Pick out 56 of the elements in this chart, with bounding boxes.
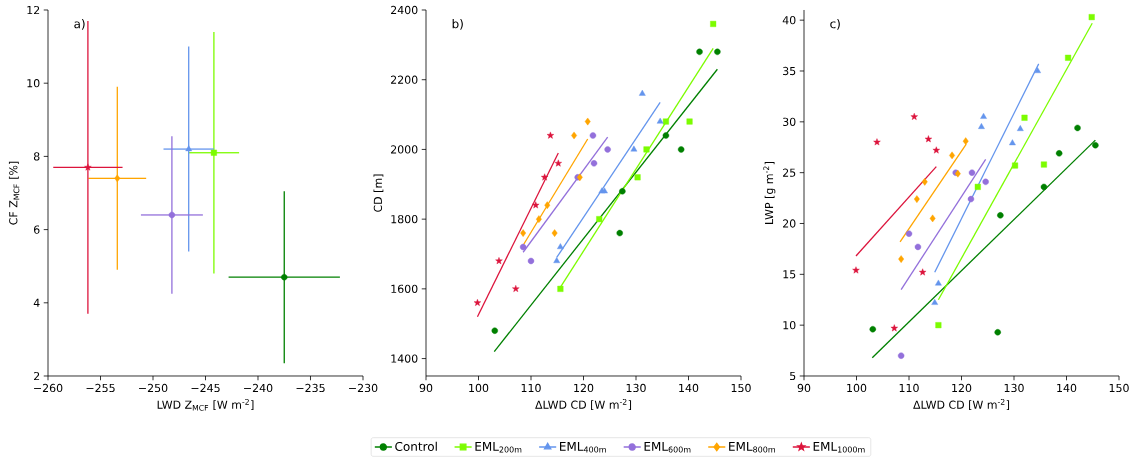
y-tick-label: 2400 (391, 5, 418, 15)
legend-label: EML$_{600m}$ (644, 441, 691, 453)
x-tick-label: 150 (1109, 383, 1129, 393)
x-tick-label: 130 (626, 383, 646, 393)
legend-label: EML$_{800m}$ (729, 441, 775, 453)
x-tick-label: 140 (1057, 383, 1077, 393)
y-axis-title: CD [m] (373, 174, 384, 212)
y-tick-label: 35 (783, 66, 796, 76)
x-tick-label: 90 (419, 383, 433, 393)
x-tick-label: 150 (731, 383, 751, 393)
y-tick-label: 1800 (391, 214, 418, 224)
x-tick-label: 120 (952, 383, 972, 393)
x-tick-label: 130 (1004, 383, 1024, 393)
y-tick-label: 20 (783, 219, 796, 228)
x-tick-label: 100 (847, 383, 867, 393)
y-tick-label: 6 (33, 225, 40, 234)
y-tick-label: 8 (33, 152, 40, 161)
x-tick-label: −245 (191, 383, 220, 393)
x-tick-label: −235 (296, 383, 325, 393)
x-tick-label: −240 (244, 383, 273, 393)
y-tick-label: 1400 (391, 354, 418, 363)
y-tick-label: 2000 (391, 145, 418, 154)
y-tick-label: 10 (27, 79, 40, 88)
x-axis-title: ΔLWD CD [W m$^{-2}$] (913, 398, 1010, 411)
y-tick-label: 4 (33, 298, 40, 307)
x-tick-label: −260 (34, 383, 63, 393)
x-tick-label: −250 (139, 383, 168, 393)
y-tick-label: 5 (790, 371, 796, 381)
x-tick-label: −255 (86, 383, 115, 393)
annotation: a) (74, 19, 85, 30)
legend-label: EML$_{200m}$ (475, 441, 522, 453)
y-tick-label: 30 (783, 117, 796, 126)
y-tick-label: 2 (34, 371, 40, 381)
legend-label: EML$_{400m}$ (560, 441, 606, 453)
y-tick-label: 12 (27, 5, 40, 15)
y-tick-label: 15 (783, 270, 796, 279)
x-tick-label: 90 (797, 383, 811, 393)
x-tick-label: 110 (899, 383, 919, 393)
x-tick-label: 100 (469, 383, 489, 393)
legend-label: EML$_{1000m}$ (813, 441, 865, 453)
x-tick-label: −230 (349, 383, 378, 393)
x-tick-label: 110 (521, 383, 541, 393)
legend-label: Control (395, 441, 437, 451)
x-tick-label: 120 (574, 383, 594, 393)
annotation: b) (452, 19, 463, 30)
y-tick-label: 1600 (391, 284, 418, 294)
y-tick-label: 25 (783, 168, 796, 177)
y-tick-label: 2200 (391, 75, 418, 84)
y-axis-title: LWP [g m$^{-2}$] (763, 161, 776, 224)
x-tick-label: 140 (679, 383, 699, 393)
x-axis-title: ΔLWD CD [W m$^{-2}$] (535, 398, 632, 411)
x-axis-title: LWD Z$_{MCF}$ [W m$^{-2}$] (157, 398, 254, 411)
annotation: c) (830, 19, 840, 30)
y-axis-title: CF Z$_{MCF}$ [%] (8, 161, 20, 225)
y-tick-label: 10 (783, 321, 796, 330)
y-tick-label: 40 (782, 16, 796, 25)
